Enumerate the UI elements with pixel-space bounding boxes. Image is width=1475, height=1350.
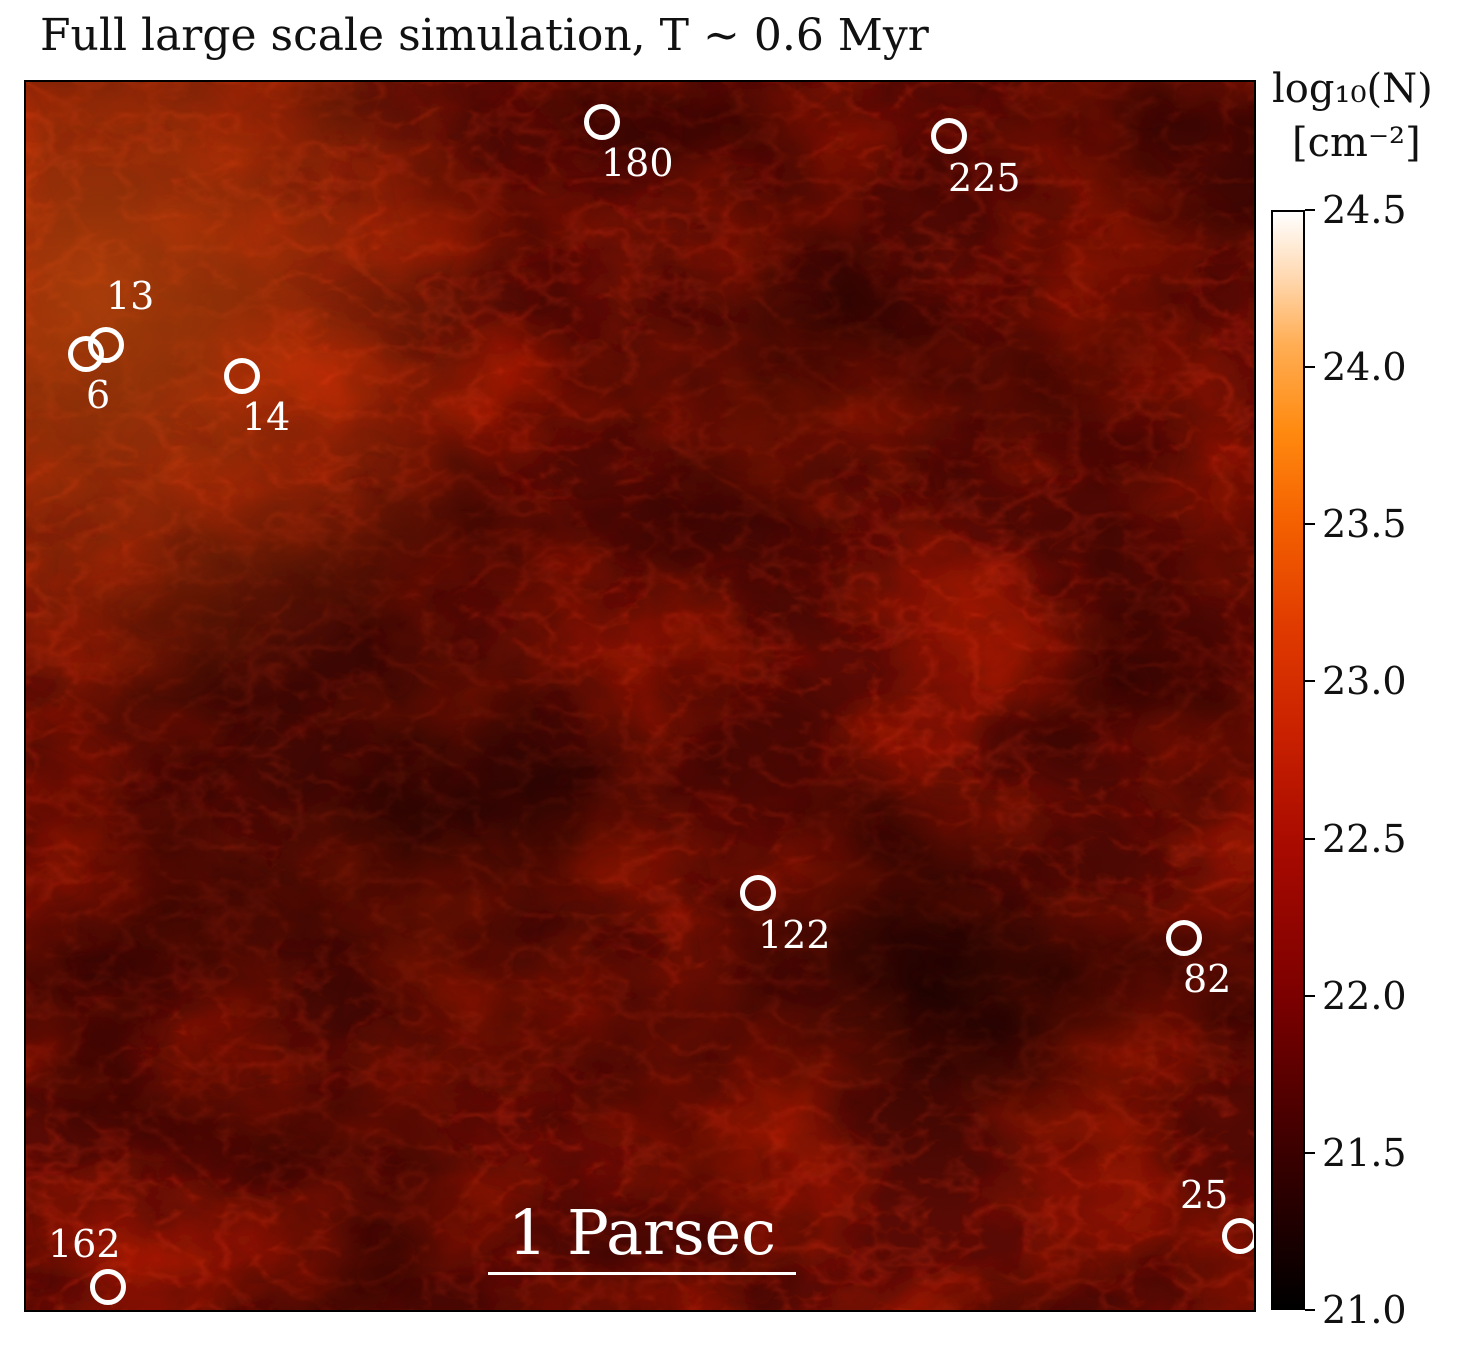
colorbar-tick-label: 24.5 [1322,188,1407,232]
colorbar-tick-label: 24.0 [1322,345,1407,390]
source-marker-180 [584,104,620,140]
colorbar-tick-label: 21.0 [1322,1288,1407,1332]
source-marker-162 [90,1269,126,1305]
colorbar-title-line2: [cm⁻²] [1292,120,1421,166]
density-map-image [26,82,1254,1310]
source-marker-6 [68,336,104,372]
colorbar-tick-label: 23.0 [1322,659,1407,704]
source-label-25: 25 [1180,1173,1229,1217]
colorbar-tick [1305,837,1315,840]
colorbar-tick [1305,680,1315,683]
source-marker-14 [224,358,260,394]
colorbar-title-line1: log₁₀(N) [1272,66,1433,112]
source-marker-225 [931,118,967,154]
column-density-map: 180 225 13 6 14 122 82 25 162 1 Parsec [24,80,1256,1312]
source-label-14: 14 [242,395,291,439]
colorbar-tick [1305,209,1315,211]
colorbar-tick [1305,1151,1315,1154]
colorbar-tick [1305,523,1315,526]
colorbar [1271,210,1305,1310]
colorbar-tick-label: 22.0 [1322,973,1407,1018]
source-marker-122 [740,875,776,911]
colorbar-tick [1305,366,1315,369]
source-label-6: 6 [86,373,111,417]
source-label-180: 180 [601,141,674,185]
colorbar-tick [1305,994,1315,997]
source-marker-25 [1222,1218,1254,1254]
colorbar-tick-label: 23.5 [1322,502,1407,547]
source-marker-82 [1166,920,1202,956]
source-label-122: 122 [758,913,831,957]
colorbar-tick-label: 22.5 [1322,816,1407,861]
source-label-82: 82 [1183,957,1232,1001]
figure-title: Full large scale simulation, T ~ 0.6 Myr [40,10,929,61]
scale-bar-line [488,1272,796,1275]
colorbar-tick [1305,1309,1315,1311]
source-label-162: 162 [48,1222,121,1266]
source-label-13: 13 [106,274,155,318]
scale-bar-label: 1 Parsec [508,1196,776,1269]
source-label-225: 225 [948,156,1021,200]
colorbar-tick-label: 21.5 [1322,1130,1407,1175]
